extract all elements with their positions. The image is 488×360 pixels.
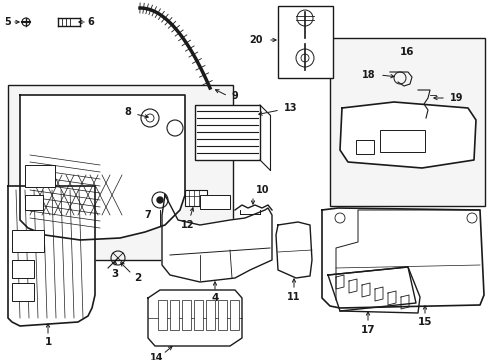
Circle shape — [157, 197, 163, 203]
Bar — [25, 195, 43, 210]
Bar — [12, 283, 34, 301]
Text: 18: 18 — [362, 70, 375, 80]
Text: 2: 2 — [134, 273, 142, 283]
Text: 9: 9 — [231, 91, 238, 101]
Bar — [184, 190, 206, 206]
Bar — [355, 140, 373, 154]
Polygon shape — [321, 208, 483, 308]
Text: 14: 14 — [150, 353, 163, 360]
Text: 5: 5 — [4, 17, 11, 27]
Text: 15: 15 — [417, 317, 431, 327]
Bar — [278, 6, 332, 78]
Bar — [218, 300, 226, 330]
Bar — [182, 300, 191, 330]
Bar — [158, 300, 167, 330]
Text: 8: 8 — [124, 107, 131, 117]
Bar — [229, 300, 239, 330]
Polygon shape — [162, 195, 271, 282]
Polygon shape — [327, 267, 419, 313]
Polygon shape — [8, 186, 95, 326]
Polygon shape — [148, 290, 242, 346]
Text: 11: 11 — [286, 292, 300, 302]
Bar — [8, 85, 232, 260]
Bar — [200, 195, 229, 209]
Text: 3: 3 — [111, 269, 119, 279]
Polygon shape — [339, 102, 475, 168]
Bar — [12, 230, 44, 252]
Polygon shape — [20, 95, 184, 240]
Bar — [329, 38, 484, 206]
Bar — [170, 300, 179, 330]
Text: 4: 4 — [211, 293, 218, 303]
Bar — [12, 260, 34, 278]
Text: 16: 16 — [399, 47, 413, 57]
Text: 17: 17 — [360, 325, 375, 335]
Bar — [25, 165, 55, 187]
Text: 20: 20 — [249, 35, 263, 45]
Text: 13: 13 — [284, 103, 297, 113]
Text: 6: 6 — [87, 17, 94, 27]
Bar — [205, 300, 215, 330]
Bar — [194, 300, 203, 330]
Text: 1: 1 — [44, 337, 52, 347]
Bar — [195, 105, 260, 160]
Text: 10: 10 — [256, 185, 269, 195]
Bar — [379, 130, 424, 152]
Polygon shape — [275, 222, 311, 278]
Text: 12: 12 — [181, 220, 194, 230]
Text: 7: 7 — [144, 210, 151, 220]
Text: 19: 19 — [449, 93, 463, 103]
